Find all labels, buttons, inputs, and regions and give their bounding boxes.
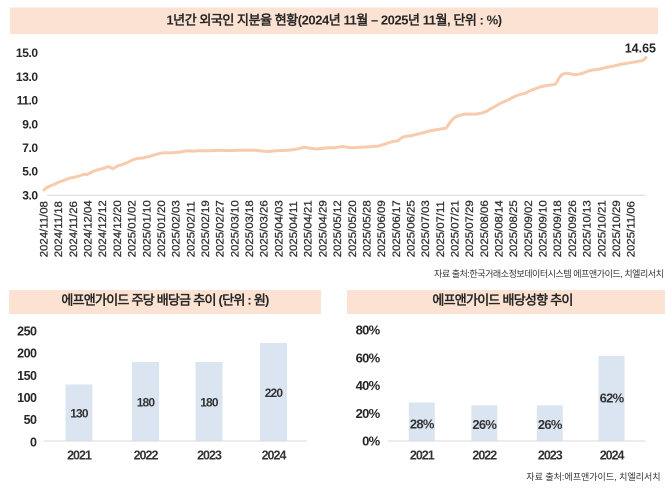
svg-text:2022: 2022: [134, 449, 159, 463]
svg-text:0%: 0%: [362, 434, 381, 449]
svg-text:2025/08/06: 2025/08/06: [479, 200, 491, 257]
svg-text:2024/11/18: 2024/11/18: [53, 201, 65, 257]
svg-text:50: 50: [24, 413, 37, 427]
svg-text:2025/05/20: 2025/05/20: [347, 200, 359, 257]
svg-text:250: 250: [17, 324, 37, 338]
svg-text:180: 180: [137, 395, 156, 409]
svg-text:220: 220: [265, 386, 284, 400]
svg-text:2025/02/27: 2025/02/27: [215, 200, 227, 257]
svg-text:130: 130: [70, 406, 89, 420]
svg-text:26%: 26%: [472, 417, 497, 432]
svg-text:에프앤가이드 배당성향 추이: 에프앤가이드 배당성향 추이: [432, 293, 572, 308]
svg-text:2025/01/20: 2025/01/20: [156, 200, 168, 257]
svg-text:2025/04/29: 2025/04/29: [317, 200, 329, 257]
svg-text:2025/11/06: 2025/11/06: [626, 201, 638, 257]
svg-text:60%: 60%: [356, 350, 381, 365]
svg-text:2025/07/03: 2025/07/03: [420, 200, 432, 257]
svg-text:2025/02/19: 2025/02/19: [200, 200, 212, 257]
svg-text:2025/04/11: 2025/04/11: [288, 201, 300, 257]
svg-text:2025/10/13: 2025/10/13: [582, 200, 594, 257]
svg-text:2025/07/11: 2025/07/11: [435, 201, 447, 257]
svg-text:0: 0: [30, 435, 37, 449]
svg-text:20%: 20%: [356, 406, 381, 421]
svg-text:2025/06/17: 2025/06/17: [391, 200, 403, 257]
svg-text:2024/12/12: 2024/12/12: [97, 200, 109, 257]
svg-text:자료 출처:에프앤가이드, 치엘리서치: 자료 출처:에프앤가이드, 치엘리서치: [526, 471, 660, 482]
svg-text:2022: 2022: [472, 449, 497, 463]
svg-text:자료 출처:한국거래소정보데이터시스템 에프앤가이드, 치엘: 자료 출처:한국거래소정보데이터시스템 에프앤가이드, 치엘리서치: [434, 268, 664, 279]
svg-text:2021: 2021: [410, 449, 435, 463]
svg-text:2024/12/04: 2024/12/04: [83, 200, 95, 257]
svg-text:180: 180: [200, 395, 219, 409]
svg-text:2025/02/11: 2025/02/11: [185, 201, 197, 257]
svg-text:2023: 2023: [538, 449, 563, 463]
svg-text:150: 150: [17, 369, 37, 383]
svg-text:26%: 26%: [538, 417, 563, 432]
svg-text:2025/09/10: 2025/09/10: [538, 200, 550, 257]
svg-text:2025/03/18: 2025/03/18: [244, 200, 256, 257]
svg-text:3.0: 3.0: [22, 188, 38, 202]
svg-text:2025/08/25: 2025/08/25: [508, 200, 520, 257]
svg-text:2025/10/29: 2025/10/29: [611, 200, 623, 257]
svg-text:15.0: 15.0: [16, 46, 38, 60]
svg-text:2023: 2023: [197, 449, 222, 463]
svg-text:2021: 2021: [67, 449, 92, 463]
svg-text:2025/09/26: 2025/09/26: [567, 200, 579, 257]
svg-text:2025/06/25: 2025/06/25: [406, 200, 418, 257]
svg-text:2025/07/29: 2025/07/29: [464, 200, 476, 257]
svg-text:2025/05/12: 2025/05/12: [332, 200, 344, 257]
svg-text:2024: 2024: [262, 449, 287, 463]
svg-text:100: 100: [17, 391, 37, 405]
svg-text:2025/03/26: 2025/03/26: [259, 200, 271, 257]
svg-text:62%: 62%: [600, 391, 625, 406]
svg-text:2025/05/28: 2025/05/28: [361, 200, 373, 257]
svg-text:2025/10/21: 2025/10/21: [596, 200, 608, 257]
svg-text:14.65: 14.65: [625, 42, 656, 56]
svg-text:2025/01/02: 2025/01/02: [127, 200, 139, 257]
svg-text:5.0: 5.0: [22, 165, 38, 179]
svg-text:2025/07/21: 2025/07/21: [450, 200, 462, 257]
svg-text:2025/06/09: 2025/06/09: [376, 200, 388, 257]
svg-text:80%: 80%: [356, 323, 381, 338]
svg-text:2025/09/18: 2025/09/18: [552, 200, 564, 257]
svg-text:2024/11/08: 2024/11/08: [39, 201, 51, 257]
svg-text:2024/11/26: 2024/11/26: [68, 201, 80, 257]
svg-text:2025/08/14: 2025/08/14: [494, 200, 506, 257]
svg-text:13.0: 13.0: [16, 70, 38, 84]
svg-text:7.0: 7.0: [22, 141, 38, 155]
svg-text:2024: 2024: [600, 449, 625, 463]
svg-text:40%: 40%: [356, 378, 381, 393]
svg-text:9.0: 9.0: [22, 117, 38, 131]
svg-text:2025/04/03: 2025/04/03: [273, 200, 285, 257]
svg-text:에프앤가이드 주당 배당금 추이 (단위 : 원): 에프앤가이드 주당 배당금 추이 (단위 : 원): [61, 293, 269, 308]
svg-text:2025/01/10: 2025/01/10: [141, 200, 153, 257]
svg-text:2025/04/21: 2025/04/21: [303, 200, 315, 257]
svg-text:2025/09/02: 2025/09/02: [523, 200, 535, 257]
svg-text:2025/03/10: 2025/03/10: [229, 200, 241, 257]
svg-text:1년간 외국인 지분율 현황(2024년 11월 – 202: 1년간 외국인 지분율 현황(2024년 11월 – 2025년 11월, 단위…: [166, 13, 501, 28]
svg-text:2024/12/20: 2024/12/20: [112, 200, 124, 257]
svg-text:11.0: 11.0: [17, 94, 39, 108]
svg-text:28%: 28%: [410, 417, 435, 432]
svg-text:2025/02/03: 2025/02/03: [171, 200, 183, 257]
svg-text:200: 200: [17, 347, 37, 361]
